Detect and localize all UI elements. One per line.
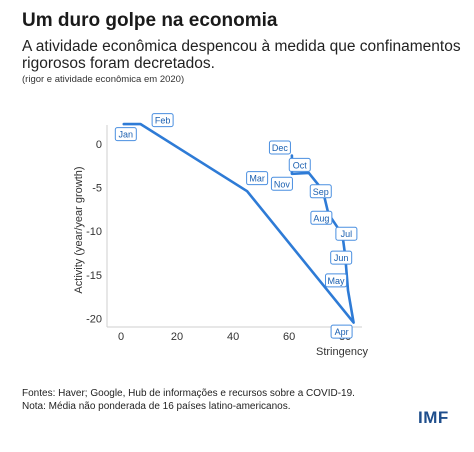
month-label: Apr [335, 327, 349, 337]
month-label-box [270, 176, 293, 191]
month-label: Jul [341, 229, 353, 239]
month-label-box [151, 113, 174, 128]
month-label-box [288, 157, 311, 172]
footnote-text: Nota: Média não ponderada de 16 países l… [22, 401, 291, 412]
chart-title: Um duro golpe na economia [22, 10, 278, 31]
month-label: Oct [293, 160, 308, 170]
month-label-box [330, 250, 353, 265]
y-tick-label: 0 [96, 139, 102, 151]
month-label: Jan [119, 130, 134, 140]
month-label-box [335, 226, 358, 241]
month-label: Dec [272, 143, 289, 153]
x-tick-label: 60 [283, 331, 295, 343]
month-label-box [268, 140, 291, 155]
y-tick-label: -15 [86, 270, 102, 282]
x-tick-label: 0 [118, 331, 124, 343]
sources-text: Fontes: Haver; Google, Hub de informaçõe… [22, 388, 355, 399]
chart-note: (rigor e atividade econômica em 2020) [22, 74, 185, 85]
month-label-box [246, 171, 269, 186]
chart-subtitle: A atividade econômica despencou à medida… [22, 38, 461, 72]
month-label-box [330, 324, 353, 339]
y-tick-label: -20 [86, 313, 102, 325]
y-tick-label: -5 [92, 183, 102, 195]
month-label: Mar [249, 174, 265, 184]
month-label-box [324, 273, 347, 288]
y-tick-label: -10 [86, 226, 102, 238]
month-label: May [327, 276, 345, 286]
month-label: Jun [334, 253, 349, 263]
footer: Fontes: Haver; Google, Hub de informaçõe… [22, 387, 355, 413]
month-label: Sep [313, 187, 329, 197]
x-axis-label: Stringency [316, 346, 368, 358]
month-label: Aug [313, 213, 329, 223]
month-label: Feb [155, 116, 171, 126]
x-tick-label: 40 [227, 331, 239, 343]
x-tick-label: 20 [171, 331, 183, 343]
series-line [122, 122, 355, 324]
month-label-box [310, 210, 333, 225]
month-label-box [309, 184, 332, 199]
month-label: Nov [274, 179, 291, 189]
y-axis-label: Activity (year/year growth) [73, 166, 85, 293]
month-label-box [114, 127, 137, 142]
imf-logo[interactable]: IMF [418, 408, 449, 427]
